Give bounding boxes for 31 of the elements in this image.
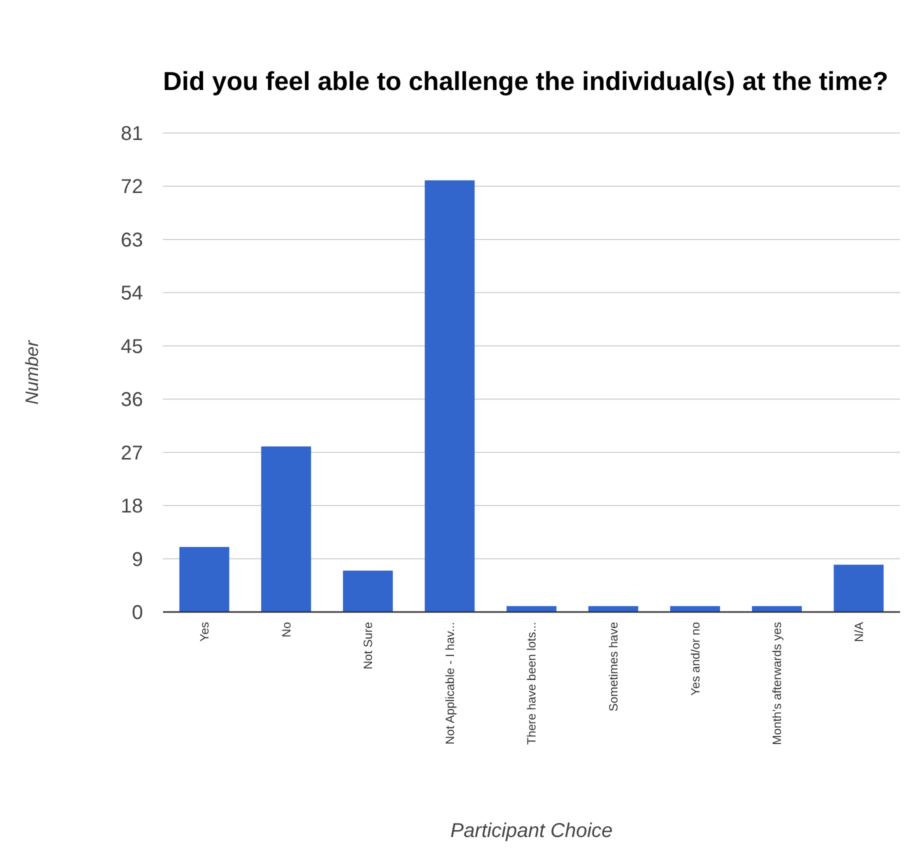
- x-tick-label: Sometimes have: [606, 622, 620, 712]
- y-tick-label: 81: [120, 123, 143, 145]
- x-tick-label: Month's afterwards yes: [770, 622, 784, 746]
- y-tick-label: 9: [132, 548, 143, 571]
- y-axis-title: Number: [22, 339, 42, 405]
- x-tick-label: N/A: [852, 622, 866, 642]
- y-tick-label: 18: [120, 496, 143, 518]
- y-tick-label: 63: [120, 229, 143, 252]
- x-tick-label: Not Sure: [361, 622, 376, 670]
- chart-title: Did you feel able to challenge the individual(s) at the time?: [163, 66, 888, 96]
- bar: [588, 606, 638, 612]
- y-tick-label: 54: [120, 282, 143, 305]
- y-tick-label: 36: [120, 389, 143, 412]
- y-tick-label: 0: [132, 602, 143, 624]
- bar: [506, 606, 556, 612]
- bar: [752, 606, 802, 612]
- y-tick-label: 27: [120, 442, 143, 464]
- bar: [670, 606, 720, 612]
- x-tick-label: Yes: [198, 622, 212, 642]
- x-axis-title: Participant Choice: [450, 820, 613, 842]
- bar: [342, 570, 393, 612]
- y-tick-label: 72: [120, 176, 143, 198]
- y-tick-label: 45: [120, 336, 143, 358]
- bar: [834, 564, 884, 612]
- bar: [424, 180, 475, 612]
- x-tick-label: There have been lots...: [524, 622, 539, 745]
- x-tick-label: Not Applicable - I hav...: [442, 622, 457, 745]
- x-tick-label: No: [279, 622, 294, 638]
- bar: [179, 546, 230, 612]
- bar: [261, 446, 312, 612]
- x-tick-label: Yes and/or no: [688, 622, 702, 696]
